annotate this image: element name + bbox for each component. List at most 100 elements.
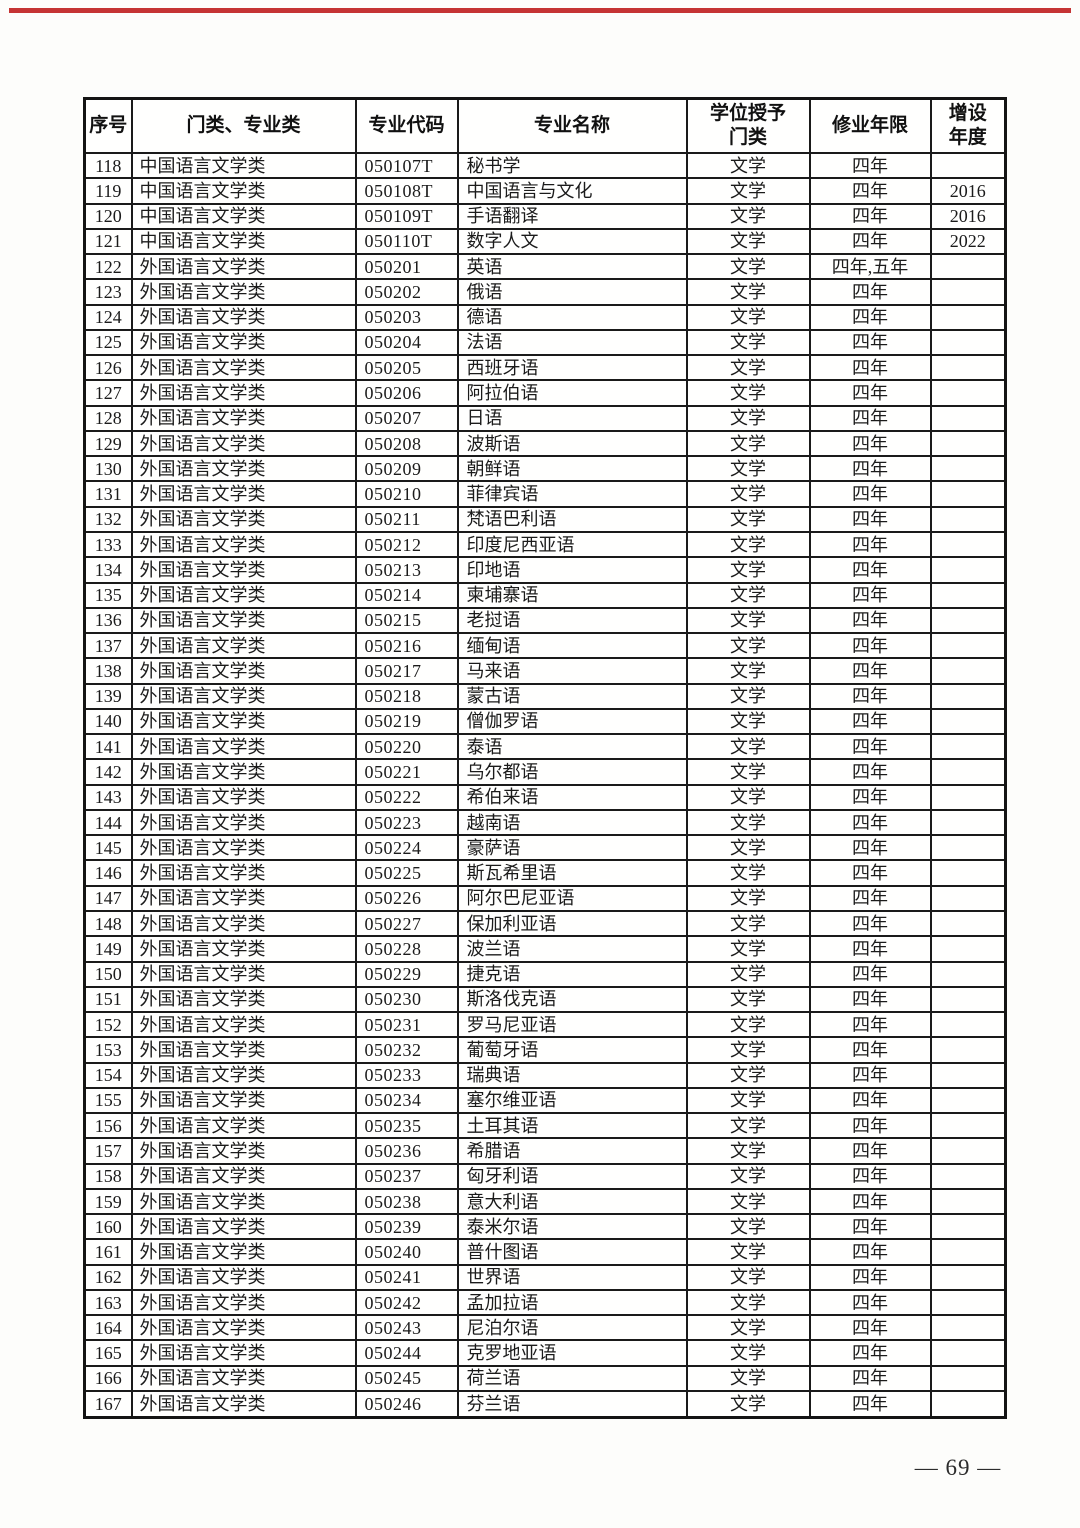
degree-category-cell: 文学 xyxy=(685,1288,811,1317)
degree-category-cell: 文学 xyxy=(685,556,811,584)
major-code-cell: 050212 xyxy=(354,530,459,559)
table-row: 135 外国语言文学类 050214 柬埔寨语 文学 四年 xyxy=(83,581,1007,609)
major-name-cell: 阿拉伯语 xyxy=(456,379,688,407)
added-year-cell xyxy=(929,151,1007,180)
row-number-cell: 138 xyxy=(83,657,133,685)
study-years-cell: 四年 xyxy=(808,1339,932,1367)
major-code-cell: 050109T xyxy=(354,202,459,230)
major-code-cell: 050236 xyxy=(354,1137,459,1165)
study-years-cell: 四年 xyxy=(808,379,932,407)
added-year-cell xyxy=(929,1288,1007,1317)
study-years-cell: 四年 xyxy=(808,505,932,533)
degree-category-cell: 文学 xyxy=(685,303,811,331)
added-year-cell xyxy=(929,884,1007,912)
table-row: 142 外国语言文学类 050221 乌尔都语 文学 四年 xyxy=(83,758,1007,786)
major-name-cell: 西班牙语 xyxy=(456,354,688,382)
major-name-cell: 日语 xyxy=(456,404,688,432)
column-header: 专业名称 xyxy=(456,97,688,154)
row-number-cell: 162 xyxy=(83,1263,133,1291)
major-code-cell: 050108T xyxy=(354,177,459,205)
degree-category-cell: 文学 xyxy=(685,1263,811,1291)
study-years-cell: 四年 xyxy=(808,177,932,205)
category-cell: 中国语言文学类 xyxy=(130,202,357,230)
category-cell: 外国语言文学类 xyxy=(130,581,357,609)
degree-category-cell: 文学 xyxy=(685,530,811,559)
major-name-cell: 尼泊尔语 xyxy=(456,1314,688,1342)
row-number-cell: 126 xyxy=(83,354,133,382)
category-cell: 外国语言文学类 xyxy=(130,1162,357,1190)
added-year-cell: 2016 xyxy=(929,202,1007,230)
study-years-cell: 四年 xyxy=(808,1288,932,1317)
table-row: 162 外国语言文学类 050241 世界语 文学 四年 xyxy=(83,1263,1007,1291)
degree-category-cell: 文学 xyxy=(685,202,811,230)
degree-category-cell: 文学 xyxy=(685,1061,811,1089)
study-years-cell: 四年 xyxy=(808,1187,932,1216)
added-year-cell xyxy=(929,1213,1007,1241)
table-body: 118 中国语言文学类 050107T 秘书学 文学 四年 119 中国语言文学类 050108… xyxy=(83,151,1007,1419)
added-year-cell xyxy=(929,657,1007,685)
degree-category-cell: 文学 xyxy=(685,707,811,736)
added-year-cell xyxy=(929,303,1007,331)
major-code-cell: 050213 xyxy=(354,556,459,584)
major-code-cell: 050225 xyxy=(354,859,459,887)
major-name-cell: 英语 xyxy=(456,253,688,281)
degree-category-cell: 文学 xyxy=(685,151,811,180)
degree-category-cell: 文学 xyxy=(685,404,811,432)
column-header: 增设 年度 xyxy=(929,97,1007,154)
row-number-cell: 139 xyxy=(83,682,133,710)
table-row: 157 外国语言文学类 050236 希腊语 文学 四年 xyxy=(83,1137,1007,1165)
major-name-cell: 克罗地亚语 xyxy=(456,1339,688,1367)
degree-category-cell: 文学 xyxy=(685,1213,811,1241)
category-cell: 外国语言文学类 xyxy=(130,909,357,938)
major-code-cell: 050209 xyxy=(354,455,459,483)
major-name-cell: 俄语 xyxy=(456,278,688,306)
table-row: 143 外国语言文学类 050222 希伯来语 文学 四年 xyxy=(83,783,1007,811)
column-header: 修业年限 xyxy=(808,97,932,154)
row-number-cell: 135 xyxy=(83,581,133,609)
table-row: 147 外国语言文学类 050226 阿尔巴尼亚语 文学 四年 xyxy=(83,884,1007,912)
column-header: 序号 xyxy=(83,97,133,154)
added-year-cell xyxy=(929,1187,1007,1216)
row-number-cell: 124 xyxy=(83,303,133,331)
major-code-cell: 050244 xyxy=(354,1339,459,1367)
category-cell: 外国语言文学类 xyxy=(130,556,357,584)
degree-category-cell: 文学 xyxy=(685,480,811,508)
degree-category-cell: 文学 xyxy=(685,177,811,205)
study-years-cell: 四年 xyxy=(808,834,932,862)
major-code-cell: 050201 xyxy=(354,253,459,281)
degree-category-cell: 文学 xyxy=(685,354,811,382)
category-cell: 外国语言文学类 xyxy=(130,1112,357,1140)
study-years-cell: 四年 xyxy=(808,909,932,938)
study-years-cell: 四年 xyxy=(808,657,932,685)
major-code-cell: 050237 xyxy=(354,1162,459,1190)
study-years-cell: 四年 xyxy=(808,632,932,660)
table-row: 141 外国语言文学类 050220 泰语 文学 四年 xyxy=(83,733,1007,761)
table-row: 148 外国语言文学类 050227 保加利亚语 文学 四年 xyxy=(83,909,1007,938)
added-year-cell xyxy=(929,1162,1007,1190)
major-name-cell: 塞尔维亚语 xyxy=(456,1086,688,1115)
major-name-cell: 数字人文 xyxy=(456,227,688,256)
table-row: 134 外国语言文学类 050213 印地语 文学 四年 xyxy=(83,556,1007,584)
major-code-cell: 050215 xyxy=(354,606,459,635)
added-year-cell xyxy=(929,1061,1007,1089)
study-years-cell: 四年 xyxy=(808,1162,932,1190)
degree-category-cell: 文学 xyxy=(685,328,811,357)
category-cell: 外国语言文学类 xyxy=(130,480,357,508)
row-number-cell: 118 xyxy=(83,151,133,180)
category-cell: 外国语言文学类 xyxy=(130,657,357,685)
column-header: 门类、专业类 xyxy=(130,97,357,154)
major-code-cell: 050204 xyxy=(354,328,459,357)
major-name-cell: 阿尔巴尼亚语 xyxy=(456,884,688,912)
table-row: 144 外国语言文学类 050223 越南语 文学 四年 xyxy=(83,808,1007,837)
study-years-cell: 四年 xyxy=(808,935,932,963)
major-code-cell: 050206 xyxy=(354,379,459,407)
major-name-cell: 葡萄牙语 xyxy=(456,1036,688,1064)
major-name-cell: 荷兰语 xyxy=(456,1364,688,1393)
study-years-cell: 四年 xyxy=(808,1213,932,1241)
major-code-cell: 050238 xyxy=(354,1187,459,1216)
study-years-cell: 四年 xyxy=(808,1364,932,1393)
row-number-cell: 122 xyxy=(83,253,133,281)
added-year-cell xyxy=(929,253,1007,281)
table-row: 129 外国语言文学类 050208 波斯语 文学 四年 xyxy=(83,429,1007,458)
added-year-cell: 2016 xyxy=(929,177,1007,205)
